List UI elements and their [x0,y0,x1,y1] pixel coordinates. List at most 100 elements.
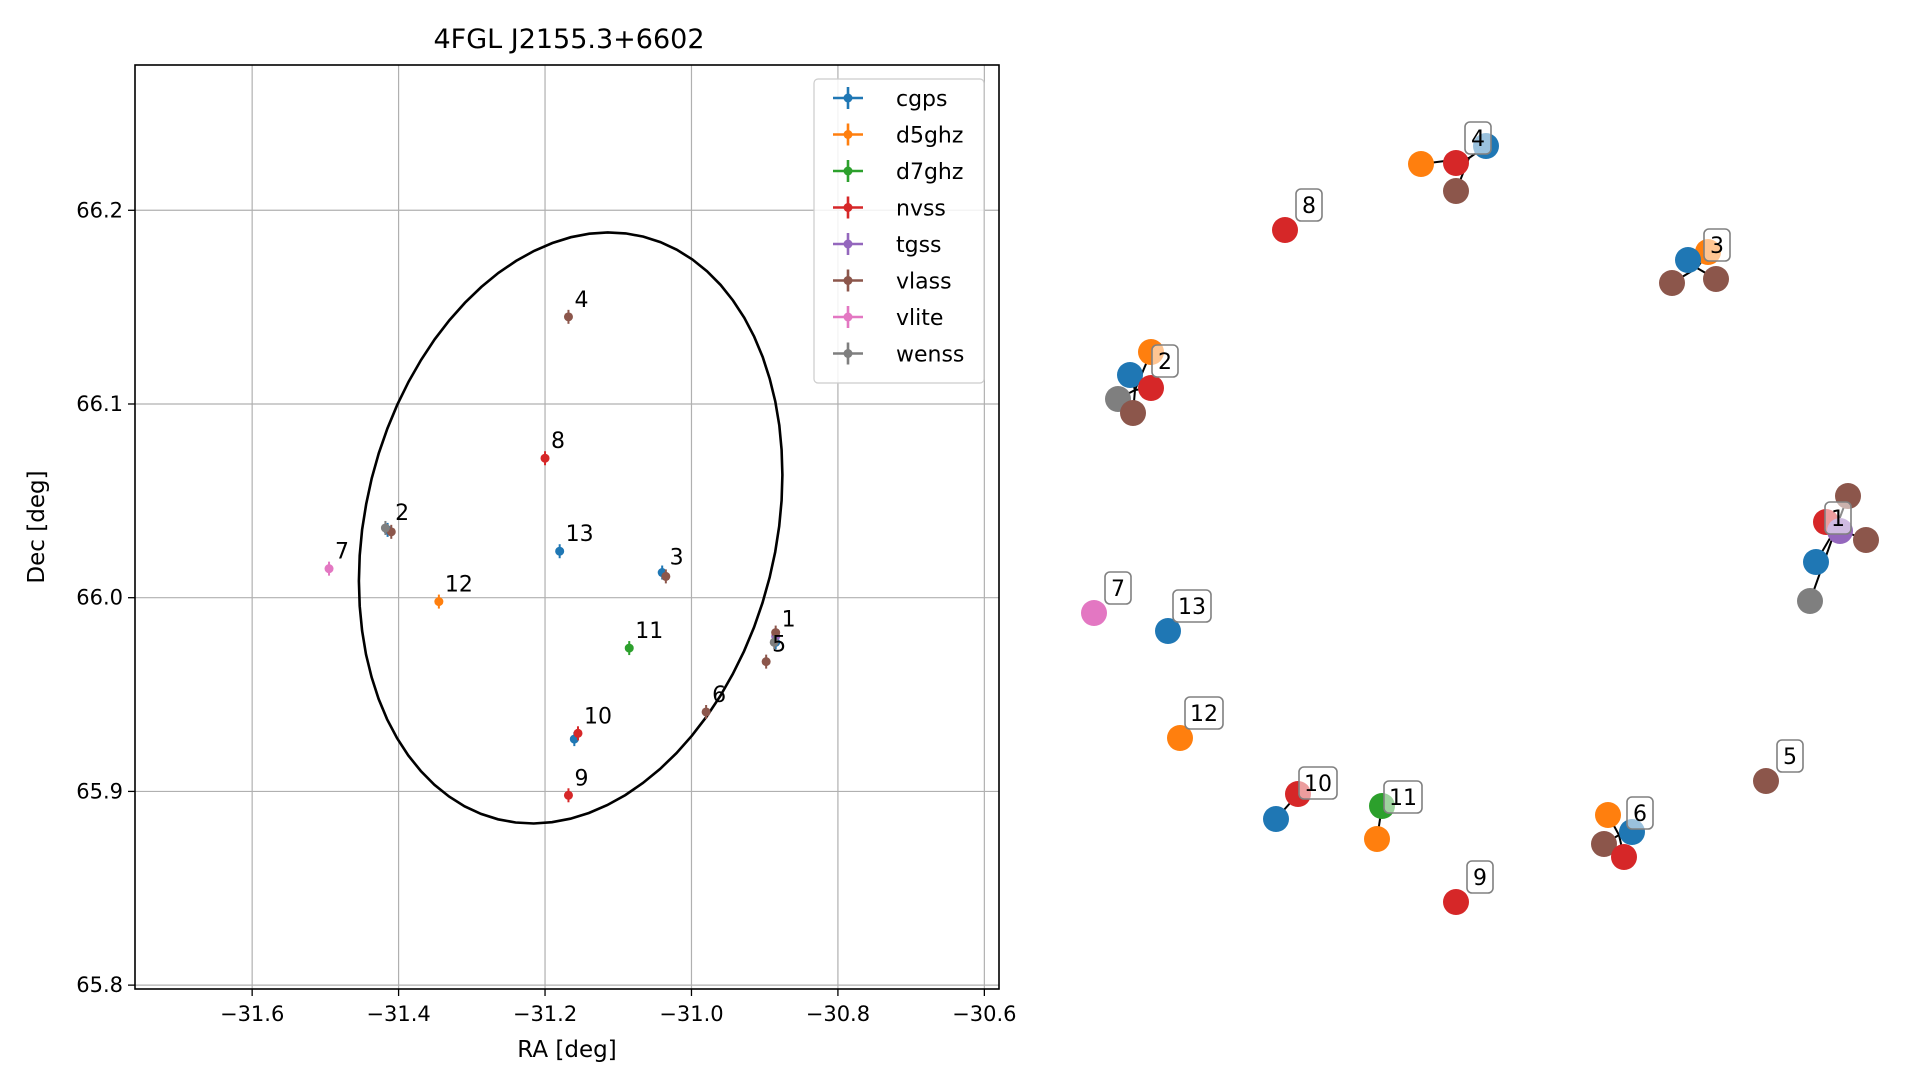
point-label: 11 [635,619,663,644]
cluster-node-d5ghz [1167,725,1193,751]
cluster-node-nvss [1611,844,1637,870]
cluster-node-vlass [1443,178,1469,204]
cluster-6: 6 [1591,796,1654,870]
cluster-label-box [1703,228,1731,262]
point-label: 10 [584,704,612,729]
x-tick-label: −30.6 [952,1002,1016,1026]
cluster-label: 8 [1302,194,1316,219]
cluster-label-box [1184,696,1224,730]
cluster-1: 1 [1797,483,1879,614]
cluster-label: 9 [1473,866,1487,891]
cluster-label: 6 [1633,802,1647,827]
legend-marker [843,166,853,176]
point-label: 13 [566,522,594,547]
cluster-13: 13 [1155,589,1212,644]
data-point-nvss [563,790,573,800]
cluster-label: 11 [1389,786,1417,811]
cluster-node-nvss [1272,217,1298,243]
legend-box [813,78,985,384]
cluster-label-box [1626,796,1654,830]
cluster-label: 2 [1158,350,1172,375]
x-tick-label: −31.0 [659,1002,723,1026]
data-point-vlass [563,312,573,322]
cluster-node-cgps [1155,618,1181,644]
x-tick-label: −31.4 [366,1002,430,1026]
legend-label: d5ghz [896,124,963,149]
legend-marker [843,276,853,285]
cluster-node-d5ghz [1408,151,1434,177]
cluster-node-wenss [1797,588,1823,614]
cluster-node-vlass [1120,400,1146,426]
point-label: 5 [772,633,786,658]
cluster-label-box [1295,188,1323,222]
cluster-label: 12 [1190,702,1218,727]
cluster-node-nvss [1443,889,1469,915]
point-label: 9 [574,766,588,791]
point-label: 3 [670,545,684,570]
point-label: 1 [782,607,796,632]
cluster-label: 7 [1111,577,1125,602]
cluster-label: 3 [1710,234,1724,259]
cluster-node-nvss [1443,150,1469,176]
data-point-vlass [761,657,771,667]
data-point-vlass [771,628,781,638]
data-point-vlass [661,571,671,581]
legend-label: wenss [896,343,964,368]
x-tick-label: −31.6 [220,1002,284,1026]
y-tick-label: 66.2 [76,198,123,222]
y-tick-label: 66.0 [76,586,123,610]
cluster-node-d5ghz [1364,826,1390,852]
cluster-7: 7 [1081,571,1132,626]
cluster-node-vlass [1591,831,1617,857]
data-point-nvss [540,453,550,463]
cluster-2: 2 [1105,339,1179,426]
legend-label: tgss [896,233,942,258]
cluster-4: 4 [1408,121,1499,204]
cluster-node-vlite [1081,600,1107,626]
cluster-node-vlass [1703,266,1729,292]
localization-ellipse-layer [357,231,784,825]
cluster-node-d5ghz [1595,802,1621,828]
legend-marker [843,203,853,212]
cluster-11: 11 [1364,780,1423,852]
legend-marker [843,239,853,249]
cluster-label: 4 [1471,127,1485,152]
cluster-node-cgps [1263,806,1289,832]
y-axis-label: Dec [deg] [24,470,50,583]
cluster-label-box [1776,739,1804,773]
x-tick-label: −31.2 [513,1002,577,1026]
cluster-label: 10 [1304,772,1332,797]
legend-label: vlass [896,270,952,295]
legend-marker [843,130,853,139]
data-points [324,309,781,803]
plot-frame [134,64,1000,990]
x-axis-label: RA [deg] [517,1037,616,1063]
legend: cgps d5ghz d7ghz nvss tgss vlass vlite wenss [813,78,985,384]
legend-label: nvss [896,197,946,222]
data-point-wenss [380,523,390,533]
cluster-node-nvss [1138,375,1164,401]
data-point-vlite [324,564,334,574]
data-point-wenss [769,637,779,647]
cluster-label-box [1151,344,1179,378]
data-point-nvss [573,728,583,738]
cluster-9: 9 [1443,860,1494,915]
cluster-node-cgps [1803,549,1829,575]
cluster-5: 5 [1753,739,1804,794]
cluster-node-vlass [1853,527,1879,553]
cluster-label-box [1824,501,1852,535]
x-tick-label: −30.8 [806,1002,870,1026]
cluster-label-box [1172,589,1212,623]
point-label: 6 [712,683,726,708]
cluster-node-cgps [1117,362,1143,388]
x-axis-ticks: −31.6 −31.4 −31.2 −31.0 −30.8 −30.6 [220,989,1017,1026]
cluster-label-box [1464,121,1492,155]
cluster-label-box [1298,766,1338,800]
point-label: 4 [574,288,588,313]
cluster-3: 3 [1659,228,1731,296]
cluster-8: 8 [1272,188,1323,243]
localization-ellipse [357,231,784,825]
cluster-10: 10 [1263,766,1338,832]
legend-marker [843,93,853,103]
